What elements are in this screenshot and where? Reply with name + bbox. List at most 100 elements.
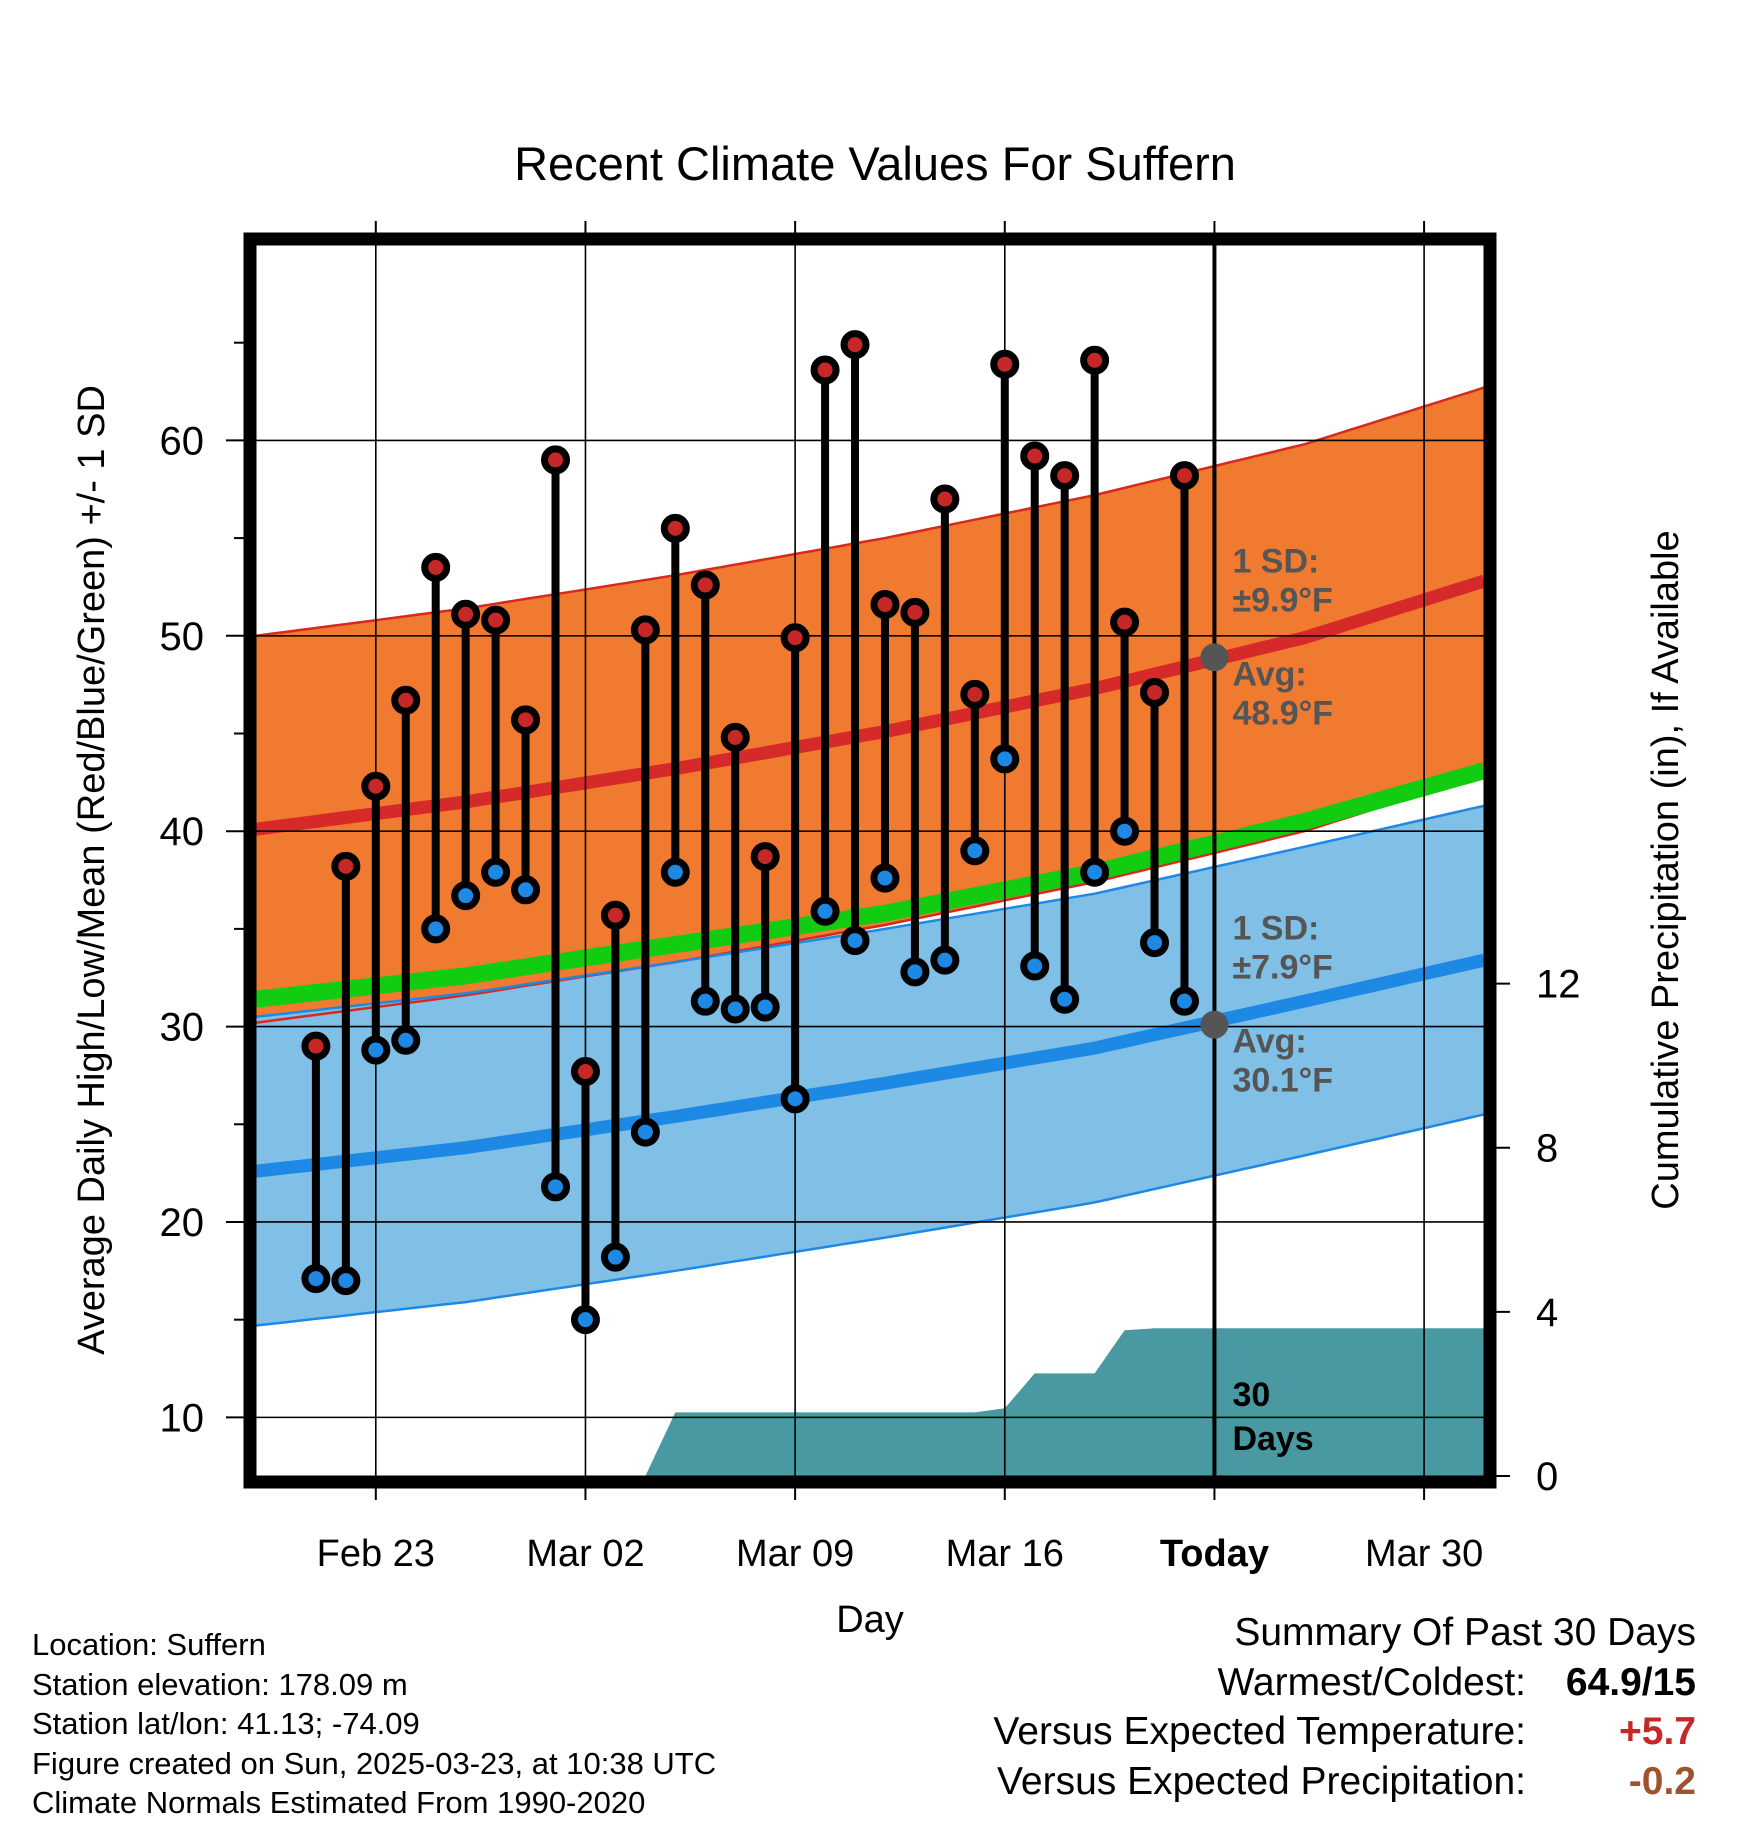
latlon-text: Station lat/lon: 41.13; -74.09	[32, 1706, 420, 1741]
daily-high-point	[1050, 461, 1080, 491]
daily-high-point	[361, 771, 391, 801]
daily-high-point	[660, 513, 690, 543]
daily-high-point	[1080, 345, 1110, 375]
daily-high-point	[391, 685, 421, 715]
daily-low-point	[391, 1025, 421, 1055]
daily-high-point	[570, 1057, 600, 1087]
summary-warm-cold-row: Warmest/Coldest: 64.9/15	[993, 1658, 1696, 1708]
temp-diff-label: Versus Expected Temperature:	[993, 1710, 1526, 1753]
low-avg-value: 30.1°F	[1232, 1062, 1333, 1100]
daily-high-point	[301, 1031, 331, 1061]
daily-high-point	[840, 330, 870, 360]
daily-high-point	[421, 552, 451, 582]
y-tick-label: 50	[160, 615, 205, 659]
daily-high-point	[900, 597, 930, 627]
y-tick-label: 30	[160, 1006, 205, 1050]
y-tick-label: 40	[160, 810, 205, 854]
daily-low-point	[990, 744, 1020, 774]
daily-high-point	[780, 623, 810, 653]
daily-high-point	[331, 851, 361, 881]
daily-low-point	[361, 1035, 391, 1065]
y2-tick-label: 4	[1536, 1291, 1558, 1335]
daily-high-point	[600, 900, 630, 930]
station-info: Location: Suffern Station elevation: 178…	[32, 1625, 716, 1823]
daily-high-point	[451, 599, 481, 629]
x-tick-label: Mar 02	[526, 1533, 644, 1575]
daily-low-point	[870, 863, 900, 893]
summary-panel: Summary Of Past 30 Days Warmest/Coldest:…	[993, 1608, 1696, 1806]
low-sd-lower-edge	[256, 1113, 1484, 1327]
daily-low-point	[451, 881, 481, 911]
daily-high-point	[810, 355, 840, 385]
normal-mean-line	[256, 762, 1484, 1008]
x-tick-label: Today	[1160, 1533, 1269, 1575]
daily-low-point	[600, 1242, 630, 1272]
high-sd-value: ±9.9°F	[1232, 581, 1332, 619]
daily-low-point	[780, 1084, 810, 1114]
x-tick-label: Mar 09	[736, 1533, 854, 1575]
chart-title: Recent Climate Values For Suffern	[514, 137, 1236, 190]
daily-high-point	[630, 615, 660, 645]
summary-temp-row: Versus Expected Temperature: +5.7	[993, 1707, 1696, 1757]
daily-low-point	[930, 945, 960, 975]
warm-cold-label: Warmest/Coldest:	[1217, 1660, 1526, 1704]
daily-low-point	[1110, 816, 1140, 846]
today-low-avg-marker	[1200, 1010, 1229, 1039]
precip-diff-value: -0.2	[1628, 1759, 1696, 1803]
daily-low-point	[720, 994, 750, 1024]
normals-text: Climate Normals Estimated From 1990-2020	[32, 1785, 646, 1820]
x-tick-label: Mar 16	[946, 1533, 1064, 1575]
daily-low-point	[750, 992, 780, 1022]
daily-low-point	[900, 957, 930, 987]
y-axis-label: Average Daily High/Low/Mean (Red/Blue/Gr…	[71, 385, 113, 1355]
daily-high-point	[930, 484, 960, 514]
today-high-avg-marker	[1200, 643, 1229, 672]
daily-high-point	[511, 705, 541, 735]
y-tick-label: 20	[160, 1201, 205, 1245]
plot-frame	[243, 232, 1497, 1489]
daily-high-point	[1140, 677, 1170, 707]
x-tick-label: Feb 23	[317, 1533, 435, 1575]
daily-high-point	[481, 605, 511, 635]
location-text: Location: Suffern	[32, 1627, 266, 1662]
high-sd-label: 1 SD:	[1232, 542, 1319, 580]
daily-low-point	[810, 896, 840, 926]
daily-low-point	[421, 914, 451, 944]
high-avg-value: 48.9°F	[1232, 694, 1333, 732]
daily-high-point	[720, 722, 750, 752]
low-avg-label: Avg:	[1232, 1023, 1306, 1061]
y2-tick-label: 12	[1536, 963, 1581, 1007]
normal-low-line	[256, 953, 1484, 1178]
daily-high-point	[1169, 461, 1199, 491]
window-label-days: Days	[1232, 1420, 1313, 1458]
daily-low-point	[481, 857, 511, 887]
daily-low-point	[1169, 986, 1199, 1016]
normal-high-line	[256, 574, 1484, 836]
daily-high-point	[541, 445, 571, 475]
daily-low-point	[1050, 984, 1080, 1014]
daily-low-point	[690, 986, 720, 1016]
high-avg-label: Avg:	[1232, 655, 1306, 693]
created-text: Figure created on Sun, 2025-03-23, at 10…	[32, 1745, 717, 1781]
y-tick-label: 60	[160, 419, 205, 463]
low-sd-upper-edge	[256, 804, 1484, 1019]
daily-high-point	[990, 349, 1020, 379]
high-sd-lower-edge	[256, 773, 1484, 1024]
y-tick-label: 10	[160, 1396, 205, 1440]
daily-high-point	[960, 679, 990, 709]
daily-low-point	[1080, 857, 1110, 887]
daily-low-point	[630, 1117, 660, 1147]
temp-diff-value: +5.7	[1619, 1710, 1696, 1753]
y2-tick-label: 8	[1536, 1127, 1558, 1171]
precip-area	[645, 1328, 1484, 1476]
plot-area	[256, 245, 1484, 1476]
x-tick-label: Mar 30	[1365, 1533, 1483, 1575]
summary-title: Summary Of Past 30 Days	[1234, 1611, 1696, 1654]
daily-low-point	[1020, 951, 1050, 981]
x-axis-label: Day	[836, 1599, 904, 1641]
y2-axis-label: Cumulative Precipitation (in), If Availa…	[1645, 530, 1687, 1209]
daily-high-point	[1110, 607, 1140, 637]
daily-low-point	[660, 857, 690, 887]
daily-low-point	[511, 875, 541, 905]
